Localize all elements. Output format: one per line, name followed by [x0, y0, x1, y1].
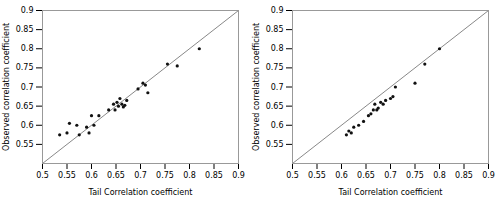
svg-text:0.55: 0.55 [16, 140, 34, 149]
svg-text:0.9: 0.9 [271, 6, 284, 15]
svg-text:0.85: 0.85 [266, 25, 284, 34]
svg-text:0.9: 0.9 [21, 6, 34, 15]
svg-text:Tail Correlation coefficient: Tail Correlation coefficient [88, 188, 193, 197]
svg-text:Tail Correlation coefficient: Tail Correlation coefficient [338, 188, 443, 197]
svg-text:0.8: 0.8 [433, 171, 446, 180]
svg-text:0.75: 0.75 [16, 63, 34, 72]
svg-text:0.65: 0.65 [357, 171, 375, 180]
svg-text:0.85: 0.85 [205, 171, 223, 180]
svg-text:0.7: 0.7 [21, 83, 34, 92]
svg-text:0.55: 0.55 [308, 171, 326, 180]
svg-text:0.5: 0.5 [286, 171, 299, 180]
svg-text:0.6: 0.6 [85, 171, 98, 180]
svg-text:Observed correlation coefficie: Observed correlation coefficient [2, 23, 11, 151]
svg-text:0.65: 0.65 [16, 102, 34, 111]
svg-text:0.7: 0.7 [384, 171, 397, 180]
svg-text:0.7: 0.7 [271, 83, 284, 92]
svg-text:0.85: 0.85 [455, 171, 473, 180]
svg-text:0.9: 0.9 [232, 171, 245, 180]
svg-text:0.8: 0.8 [271, 44, 284, 53]
svg-text:0.75: 0.75 [406, 171, 424, 180]
svg-text:0.7: 0.7 [134, 171, 147, 180]
svg-text:0.65: 0.65 [266, 102, 284, 111]
svg-text:0.75: 0.75 [156, 171, 174, 180]
svg-text:0.55: 0.55 [266, 140, 284, 149]
svg-text:Observed correlation coefficie: Observed correlation coefficient [252, 23, 261, 151]
svg-text:0.6: 0.6 [21, 121, 34, 130]
svg-text:0.8: 0.8 [21, 44, 34, 53]
svg-text:0.8: 0.8 [183, 171, 196, 180]
svg-text:0.5: 0.5 [36, 171, 49, 180]
svg-text:0.55: 0.55 [58, 171, 76, 180]
svg-text:0.85: 0.85 [16, 25, 34, 34]
svg-text:0.6: 0.6 [271, 121, 284, 130]
svg-text:0.9: 0.9 [482, 171, 495, 180]
svg-text:0.6: 0.6 [335, 171, 348, 180]
svg-text:0.75: 0.75 [266, 63, 284, 72]
svg-text:0.65: 0.65 [107, 171, 125, 180]
